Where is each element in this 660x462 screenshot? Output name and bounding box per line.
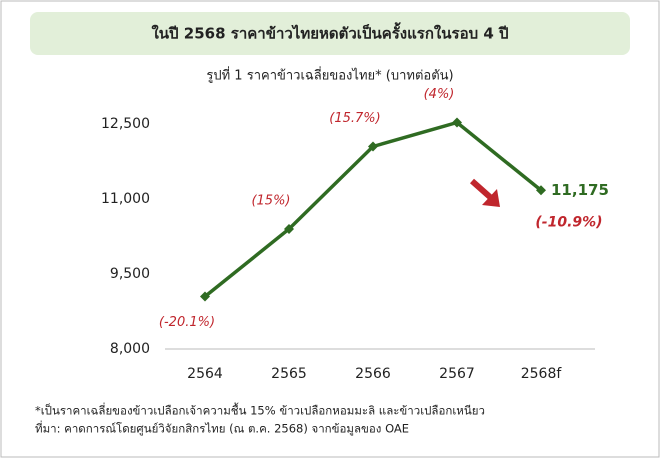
growth-label: (-10.9%) <box>535 214 602 230</box>
x-tick-label: 2565 <box>271 366 307 382</box>
trend-arrow <box>470 178 500 207</box>
title-banner <box>30 12 630 55</box>
footnote: *เป็นราคาเฉลี่ยของข้าวเปลือกเจ้าความชื้น… <box>35 403 485 418</box>
y-tick-label: 9,500 <box>110 266 150 282</box>
x-tick-label: 2566 <box>355 366 391 382</box>
chart-subtitle: รูปที่ 1 ราคาข้าวเฉลี่ยของไทย* (บาทต่อตั… <box>206 67 453 84</box>
value-label: 11,175 <box>551 181 609 199</box>
growth-label: (4%) <box>424 87 455 102</box>
point <box>536 185 546 196</box>
point <box>368 141 378 152</box>
x-tick-label: 2568f <box>521 366 563 382</box>
y-tick-label: 12,500 <box>101 116 150 132</box>
y-tick-label: 8,000 <box>110 341 150 357</box>
point <box>284 224 294 234</box>
growth-label: (15.7%) <box>329 111 380 126</box>
y-tick-label: 11,000 <box>101 191 150 207</box>
source-note: ที่มา: คาดการณ์โดยศูนย์วิจัยกสิกรไทย (ณ … <box>35 421 409 436</box>
growth-label: (-20.1%) <box>159 315 215 330</box>
chart-title: ในปี 2568 ราคาข้าวไทยหดตัวเป็นครั้งแรกใน… <box>151 22 508 43</box>
x-tick-label: 2564 <box>187 366 223 382</box>
growth-label: (15%) <box>251 194 290 209</box>
x-tick-label: 2567 <box>439 366 475 382</box>
point <box>200 291 210 302</box>
point <box>452 117 462 128</box>
